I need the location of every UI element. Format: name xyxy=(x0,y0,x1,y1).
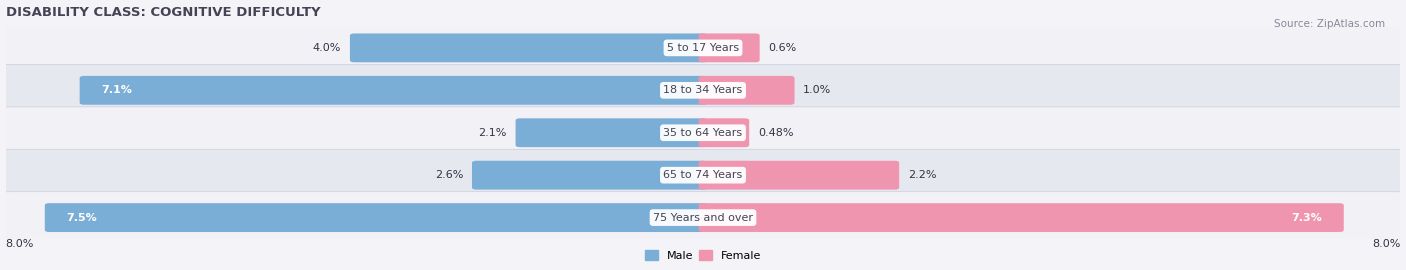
Text: 7.3%: 7.3% xyxy=(1291,212,1322,222)
Text: 2.2%: 2.2% xyxy=(908,170,936,180)
Text: 18 to 34 Years: 18 to 34 Years xyxy=(664,85,742,95)
FancyBboxPatch shape xyxy=(45,203,707,232)
FancyBboxPatch shape xyxy=(699,161,900,190)
Text: 5 to 17 Years: 5 to 17 Years xyxy=(666,43,740,53)
Text: 75 Years and over: 75 Years and over xyxy=(652,212,754,222)
FancyBboxPatch shape xyxy=(699,33,759,62)
Text: 0.6%: 0.6% xyxy=(769,43,797,53)
Text: 4.0%: 4.0% xyxy=(312,43,342,53)
Text: 7.1%: 7.1% xyxy=(101,85,132,95)
Text: 8.0%: 8.0% xyxy=(1372,239,1400,249)
Text: 1.0%: 1.0% xyxy=(803,85,831,95)
Text: 65 to 74 Years: 65 to 74 Years xyxy=(664,170,742,180)
FancyBboxPatch shape xyxy=(0,192,1406,244)
Text: 35 to 64 Years: 35 to 64 Years xyxy=(664,128,742,138)
FancyBboxPatch shape xyxy=(0,107,1406,158)
Text: 2.6%: 2.6% xyxy=(434,170,463,180)
Text: 0.48%: 0.48% xyxy=(758,128,793,138)
FancyBboxPatch shape xyxy=(80,76,707,105)
Text: 2.1%: 2.1% xyxy=(478,128,506,138)
FancyBboxPatch shape xyxy=(699,118,749,147)
FancyBboxPatch shape xyxy=(516,118,707,147)
FancyBboxPatch shape xyxy=(699,76,794,105)
FancyBboxPatch shape xyxy=(472,161,707,190)
FancyBboxPatch shape xyxy=(0,65,1406,116)
Text: 8.0%: 8.0% xyxy=(6,239,34,249)
Legend: Male, Female: Male, Female xyxy=(640,245,766,265)
FancyBboxPatch shape xyxy=(350,33,707,62)
Text: 7.5%: 7.5% xyxy=(66,212,97,222)
FancyBboxPatch shape xyxy=(0,149,1406,201)
FancyBboxPatch shape xyxy=(699,203,1344,232)
FancyBboxPatch shape xyxy=(0,22,1406,74)
Text: DISABILITY CLASS: COGNITIVE DIFFICULTY: DISABILITY CLASS: COGNITIVE DIFFICULTY xyxy=(6,6,321,19)
Text: Source: ZipAtlas.com: Source: ZipAtlas.com xyxy=(1274,19,1385,29)
